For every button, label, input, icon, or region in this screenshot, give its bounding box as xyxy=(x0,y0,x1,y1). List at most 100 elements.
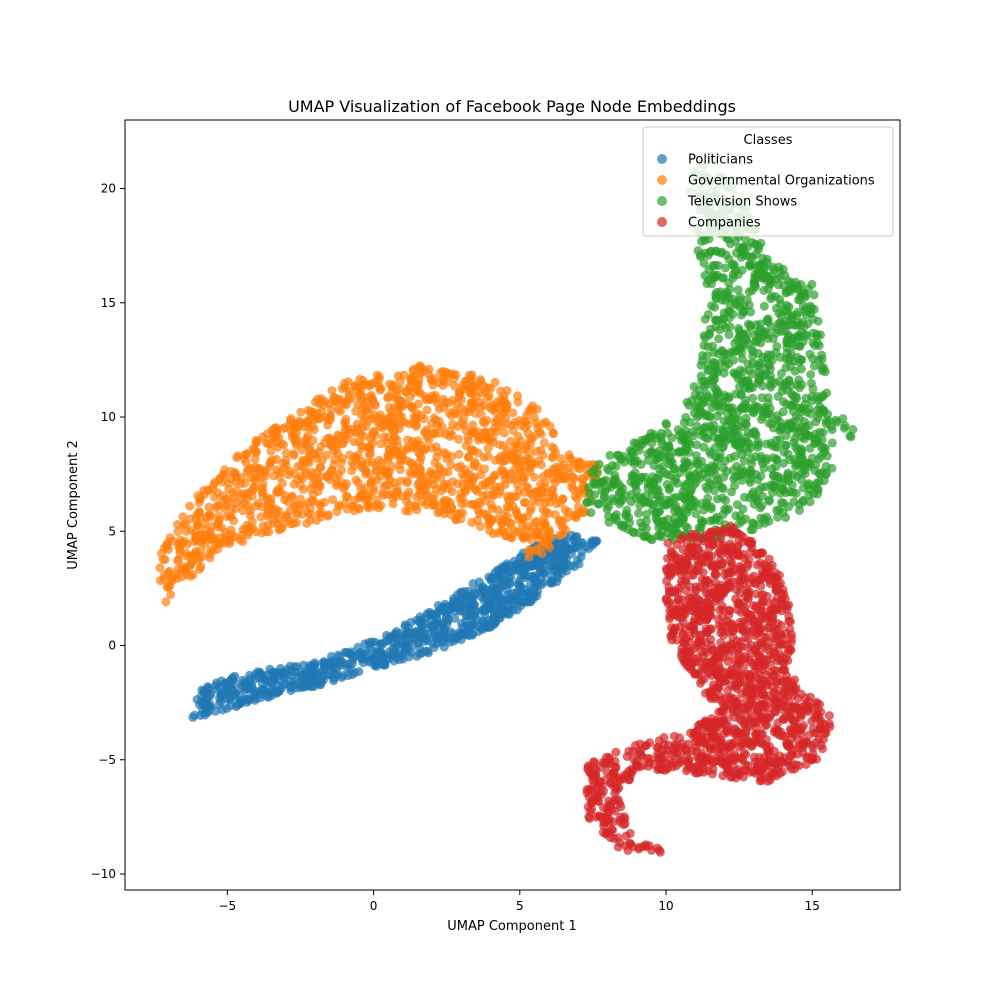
data-point xyxy=(568,456,578,466)
data-point xyxy=(479,604,489,614)
data-point xyxy=(574,559,584,569)
data-point xyxy=(348,501,358,511)
data-point xyxy=(253,498,263,508)
data-point xyxy=(379,419,389,429)
data-point xyxy=(737,265,747,275)
data-point xyxy=(332,670,342,680)
data-point xyxy=(457,492,467,502)
data-point xyxy=(344,659,354,669)
data-point xyxy=(370,430,380,440)
data-point xyxy=(537,580,546,590)
data-point xyxy=(227,504,237,513)
data-point xyxy=(718,558,728,568)
data-point xyxy=(646,447,656,457)
data-point xyxy=(406,617,416,627)
data-point xyxy=(540,536,550,546)
data-point xyxy=(443,633,453,643)
data-point xyxy=(505,603,515,613)
data-point xyxy=(376,639,386,648)
data-point xyxy=(744,366,754,375)
data-point xyxy=(769,470,779,480)
data-point xyxy=(488,491,498,501)
data-point xyxy=(229,516,239,526)
data-point xyxy=(800,399,810,409)
data-point xyxy=(369,410,379,420)
data-point xyxy=(185,501,195,511)
data-point xyxy=(317,456,327,465)
data-point xyxy=(823,409,833,419)
data-point xyxy=(710,358,720,368)
data-point xyxy=(805,349,815,359)
data-point xyxy=(604,511,613,521)
data-point xyxy=(305,445,315,455)
data-point xyxy=(514,514,524,524)
data-point xyxy=(315,482,325,492)
data-point xyxy=(786,278,796,288)
data-point xyxy=(287,670,297,680)
data-point xyxy=(678,630,688,640)
data-point xyxy=(341,414,351,424)
data-point xyxy=(263,511,273,521)
data-point xyxy=(805,692,815,702)
data-point xyxy=(763,329,773,339)
data-point xyxy=(754,269,764,279)
data-point xyxy=(375,471,385,481)
data-point xyxy=(827,463,837,473)
data-point xyxy=(199,686,209,696)
data-point xyxy=(439,509,449,519)
data-point xyxy=(689,382,699,392)
data-point xyxy=(584,544,594,554)
data-point xyxy=(383,490,392,499)
data-point xyxy=(697,407,707,417)
data-point xyxy=(680,481,690,491)
data-point xyxy=(443,377,452,387)
data-point xyxy=(736,389,746,399)
data-point xyxy=(710,443,720,453)
data-point xyxy=(481,427,491,437)
data-point xyxy=(618,451,628,461)
data-point xyxy=(236,683,246,693)
data-point xyxy=(374,648,384,658)
data-point xyxy=(313,394,323,404)
data-point xyxy=(392,391,402,401)
data-point xyxy=(320,658,330,668)
data-point xyxy=(307,467,317,477)
data-point xyxy=(600,487,610,497)
data-point xyxy=(622,505,632,515)
data-point xyxy=(242,449,252,459)
data-point xyxy=(309,425,319,435)
data-point xyxy=(766,376,776,386)
data-point xyxy=(376,384,386,394)
data-point xyxy=(415,465,425,475)
data-point xyxy=(274,506,284,516)
data-point xyxy=(691,478,701,487)
data-point xyxy=(738,338,747,348)
data-point xyxy=(447,452,457,461)
data-point xyxy=(534,456,544,466)
data-point xyxy=(590,490,599,500)
data-point xyxy=(277,523,287,533)
data-point xyxy=(312,671,322,681)
data-point xyxy=(789,391,798,401)
data-point xyxy=(173,527,183,537)
data-point xyxy=(216,538,226,548)
data-point xyxy=(318,665,328,675)
data-point xyxy=(493,565,503,575)
data-point xyxy=(185,514,195,524)
data-point xyxy=(653,517,663,527)
data-point xyxy=(791,442,801,452)
data-point xyxy=(468,420,478,430)
data-point xyxy=(798,455,808,465)
data-point xyxy=(692,440,702,450)
data-point xyxy=(354,493,364,503)
data-point xyxy=(404,652,414,662)
data-point xyxy=(526,561,536,571)
data-point xyxy=(449,407,459,416)
data-point xyxy=(787,480,797,490)
data-point xyxy=(778,381,788,391)
data-point xyxy=(212,684,222,694)
data-point xyxy=(165,566,175,576)
data-point xyxy=(794,414,804,423)
scatter-points xyxy=(155,151,858,857)
data-point xyxy=(560,505,570,515)
